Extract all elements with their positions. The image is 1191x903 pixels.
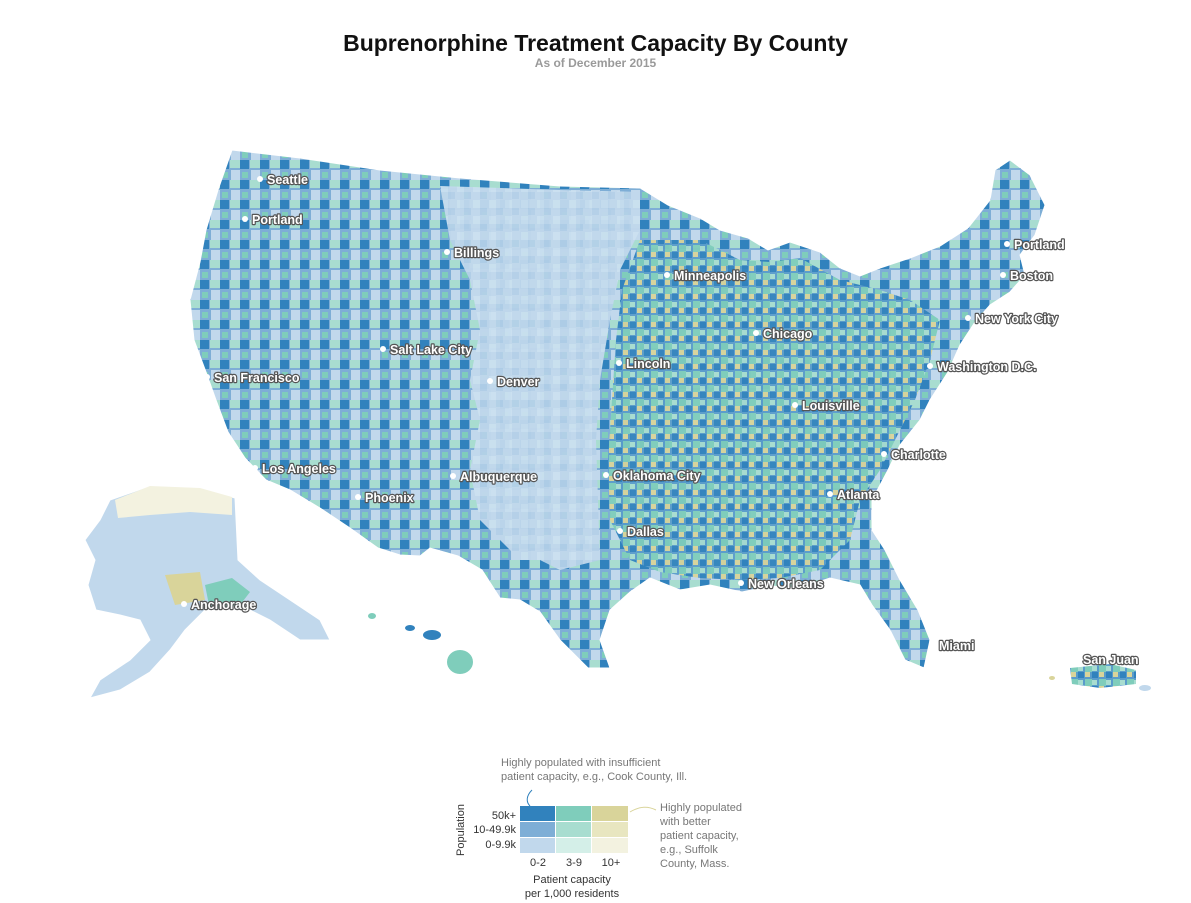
svg-text:Chicago: Chicago xyxy=(763,327,813,341)
svg-text:San Juan: San Juan xyxy=(1083,653,1139,667)
city-louisville: Louisville xyxy=(792,398,861,414)
legend-swatch xyxy=(520,806,555,821)
svg-text:Minneapolis: Minneapolis xyxy=(674,269,746,283)
legend-column-label: 0-2 xyxy=(530,857,546,869)
legend-row-label: 10-49.9k xyxy=(473,824,516,836)
svg-text:Portland: Portland xyxy=(1014,238,1065,252)
legend-axis-label: Population xyxy=(455,804,467,856)
legend-swatch xyxy=(520,822,555,837)
city-miami: Miami xyxy=(929,638,976,654)
svg-text:San Francisco: San Francisco xyxy=(214,371,300,385)
legend-note-right: patient capacity, xyxy=(660,830,739,842)
legend-note-right-pointer xyxy=(629,806,657,813)
legend-note-top-2: patient capacity, e.g., Cook County, Ill… xyxy=(501,771,687,783)
legend-row-label: 50k+ xyxy=(492,810,516,822)
hawaii-islands xyxy=(368,613,473,674)
svg-text:Albuquerque: Albuquerque xyxy=(460,470,537,484)
svg-text:Seattle: Seattle xyxy=(267,173,308,187)
svg-text:New York City: New York City xyxy=(975,312,1058,326)
puerto-rico-islet-east xyxy=(1139,685,1151,691)
svg-text:Miami: Miami xyxy=(939,639,974,653)
svg-text:Portland: Portland xyxy=(252,213,303,227)
svg-text:Washington D.C.: Washington D.C. xyxy=(937,360,1037,374)
city-anchorage: Anchorage xyxy=(181,597,258,613)
map-subtitle: As of December 2015 xyxy=(534,56,657,70)
legend-note-right: e.g., Suffolk xyxy=(660,844,718,856)
svg-text:Atlanta: Atlanta xyxy=(837,488,880,502)
city-minneapolis: Minneapolis xyxy=(664,268,747,284)
city-charlotte: Charlotte xyxy=(881,447,947,463)
city-boston: Boston xyxy=(1000,268,1054,284)
legend-x-title-2: per 1,000 residents xyxy=(525,888,620,900)
legend-swatch xyxy=(556,806,591,821)
alaska-southeast xyxy=(205,578,250,610)
svg-text:Dallas: Dallas xyxy=(627,525,664,539)
svg-text:Lincoln: Lincoln xyxy=(626,357,670,371)
puerto-rico xyxy=(1070,664,1136,688)
legend-row-label: 0-9.9k xyxy=(485,839,516,851)
legend-swatch xyxy=(520,838,555,853)
svg-text:Charlotte: Charlotte xyxy=(891,448,946,462)
legend-swatch xyxy=(592,806,628,821)
city-phoenix: Phoenix xyxy=(355,490,415,506)
legend-note-right: with better xyxy=(659,816,711,828)
city-oklahoma-city: Oklahoma City xyxy=(603,468,702,484)
city-san-juan: San Juan xyxy=(1082,652,1140,668)
svg-text:Anchorage: Anchorage xyxy=(191,598,256,612)
legend-note-right: Highly populated xyxy=(660,802,742,814)
legend-swatch xyxy=(556,822,591,837)
city-lincoln: Lincoln xyxy=(616,356,672,372)
city-washington-dc: Washington D.C. xyxy=(927,359,1038,375)
city-atlanta: Atlanta xyxy=(827,487,882,503)
map-title: Buprenorphine Treatment Capacity By Coun… xyxy=(343,30,848,56)
svg-text:Oklahoma City: Oklahoma City xyxy=(613,469,701,483)
city-los-angeles: Los Angeles xyxy=(252,461,337,477)
svg-text:Boston: Boston xyxy=(1010,269,1053,283)
city-denver: Denver xyxy=(487,374,541,390)
city-billings: Billings xyxy=(444,245,500,261)
alaska-south xyxy=(165,572,205,605)
city-portland-or: Portland xyxy=(242,212,304,228)
legend-swatch xyxy=(592,822,628,837)
city-seattle: Seattle xyxy=(257,172,309,188)
svg-text:Phoenix: Phoenix xyxy=(365,491,414,505)
plains-region xyxy=(440,186,640,570)
legend-note-top: Highly populated with insufficient xyxy=(501,757,660,769)
alaska-north xyxy=(115,486,232,518)
east-region xyxy=(608,240,940,580)
city-dallas: Dallas xyxy=(617,524,665,540)
puerto-rico-islet xyxy=(1049,676,1055,680)
city-markers: Seattle Portland Billings Minneapolis Ch… xyxy=(181,172,1140,668)
legend-swatch xyxy=(556,838,591,853)
svg-text:New Orleans: New Orleans xyxy=(748,577,824,591)
city-portland-me: Portland xyxy=(1004,237,1066,253)
city-albuquerque: Albuquerque xyxy=(450,469,538,485)
city-new-orleans: New Orleans xyxy=(738,576,825,592)
city-new-york: New York City xyxy=(965,311,1059,327)
legend-swatch xyxy=(592,838,628,853)
svg-text:Salt Lake City: Salt Lake City xyxy=(390,343,472,357)
legend-note-top-pointer xyxy=(526,789,533,807)
svg-text:Denver: Denver xyxy=(497,375,540,389)
legend-x-title: Patient capacity xyxy=(533,874,611,886)
city-salt-lake-city: Salt Lake City xyxy=(380,342,473,358)
svg-text:Billings: Billings xyxy=(454,246,499,260)
svg-text:Louisville: Louisville xyxy=(802,399,860,413)
svg-text:Los Angeles: Los Angeles xyxy=(262,462,336,476)
city-san-francisco: San Francisco xyxy=(204,370,301,386)
legend: Highly populated with insufficient patie… xyxy=(455,757,742,900)
legend-column-label: 3-9 xyxy=(566,857,582,869)
city-chicago: Chicago xyxy=(753,326,814,342)
legend-note-right: County, Mass. xyxy=(660,858,730,870)
legend-column-label: 10+ xyxy=(602,857,621,869)
